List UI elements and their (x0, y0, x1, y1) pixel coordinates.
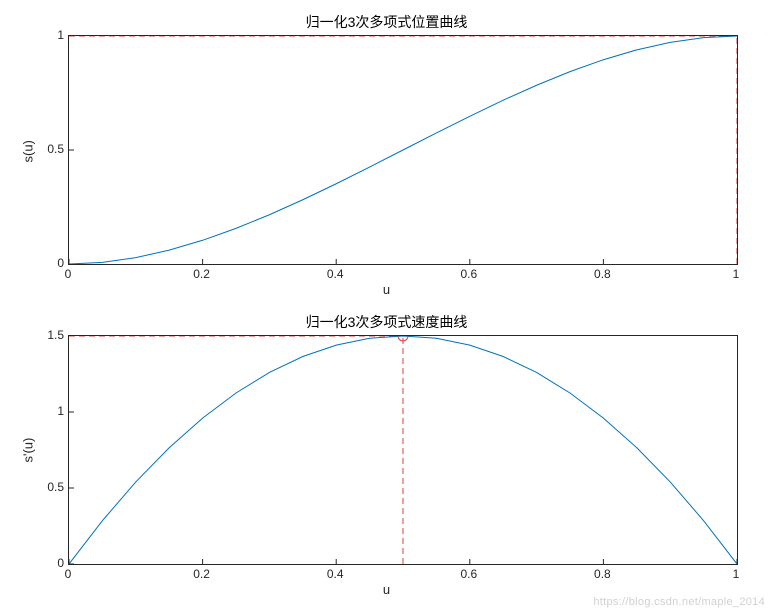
bottom-ytick: 0.5 (34, 480, 64, 494)
watermark: https://blog.csdn.net/maple_2014 (593, 596, 765, 608)
top-xlabel: u (0, 282, 773, 297)
top-ytick: 1 (34, 28, 64, 42)
top-xtick: 0.4 (327, 267, 344, 281)
bottom-xtick: 0.6 (460, 567, 477, 581)
bottom-xtick: 0 (65, 567, 72, 581)
top-xtick: 0.8 (594, 267, 611, 281)
top-xtick: 0.2 (193, 267, 210, 281)
bottom-chart-title: 归一化3次多项式速度曲线 (0, 312, 773, 332)
top-ylabel: s(u) (21, 143, 36, 163)
top-xtick: 0 (65, 267, 72, 281)
bottom-ytick: 1.5 (34, 328, 64, 342)
bottom-ytick: 1 (34, 404, 64, 418)
top-xtick: 1 (733, 267, 740, 281)
bottom-xtick: 1 (733, 567, 740, 581)
top-ytick: 0 (34, 256, 64, 270)
top-chart-title: 归一化3次多项式位置曲线 (0, 12, 773, 32)
bottom-ytick: 0 (34, 556, 64, 570)
bottom-xlabel: u (0, 582, 773, 597)
figure: 归一化3次多项式位置曲线 0 0.2 0.4 0.6 0.8 1 0 0.5 1 u s(u)… (0, 0, 773, 612)
top-chart-axes (68, 35, 738, 265)
bottom-xtick: 0.4 (327, 567, 344, 581)
bottom-chart-axes (68, 335, 738, 565)
bottom-chart-svg (69, 336, 737, 564)
bottom-xtick: 0.2 (193, 567, 210, 581)
bottom-xtick: 0.8 (594, 567, 611, 581)
top-chart-svg (69, 36, 737, 264)
top-xtick: 0.6 (460, 267, 477, 281)
top-ytick: 0.5 (34, 142, 64, 156)
bottom-ylabel: s'(u) (21, 443, 36, 463)
